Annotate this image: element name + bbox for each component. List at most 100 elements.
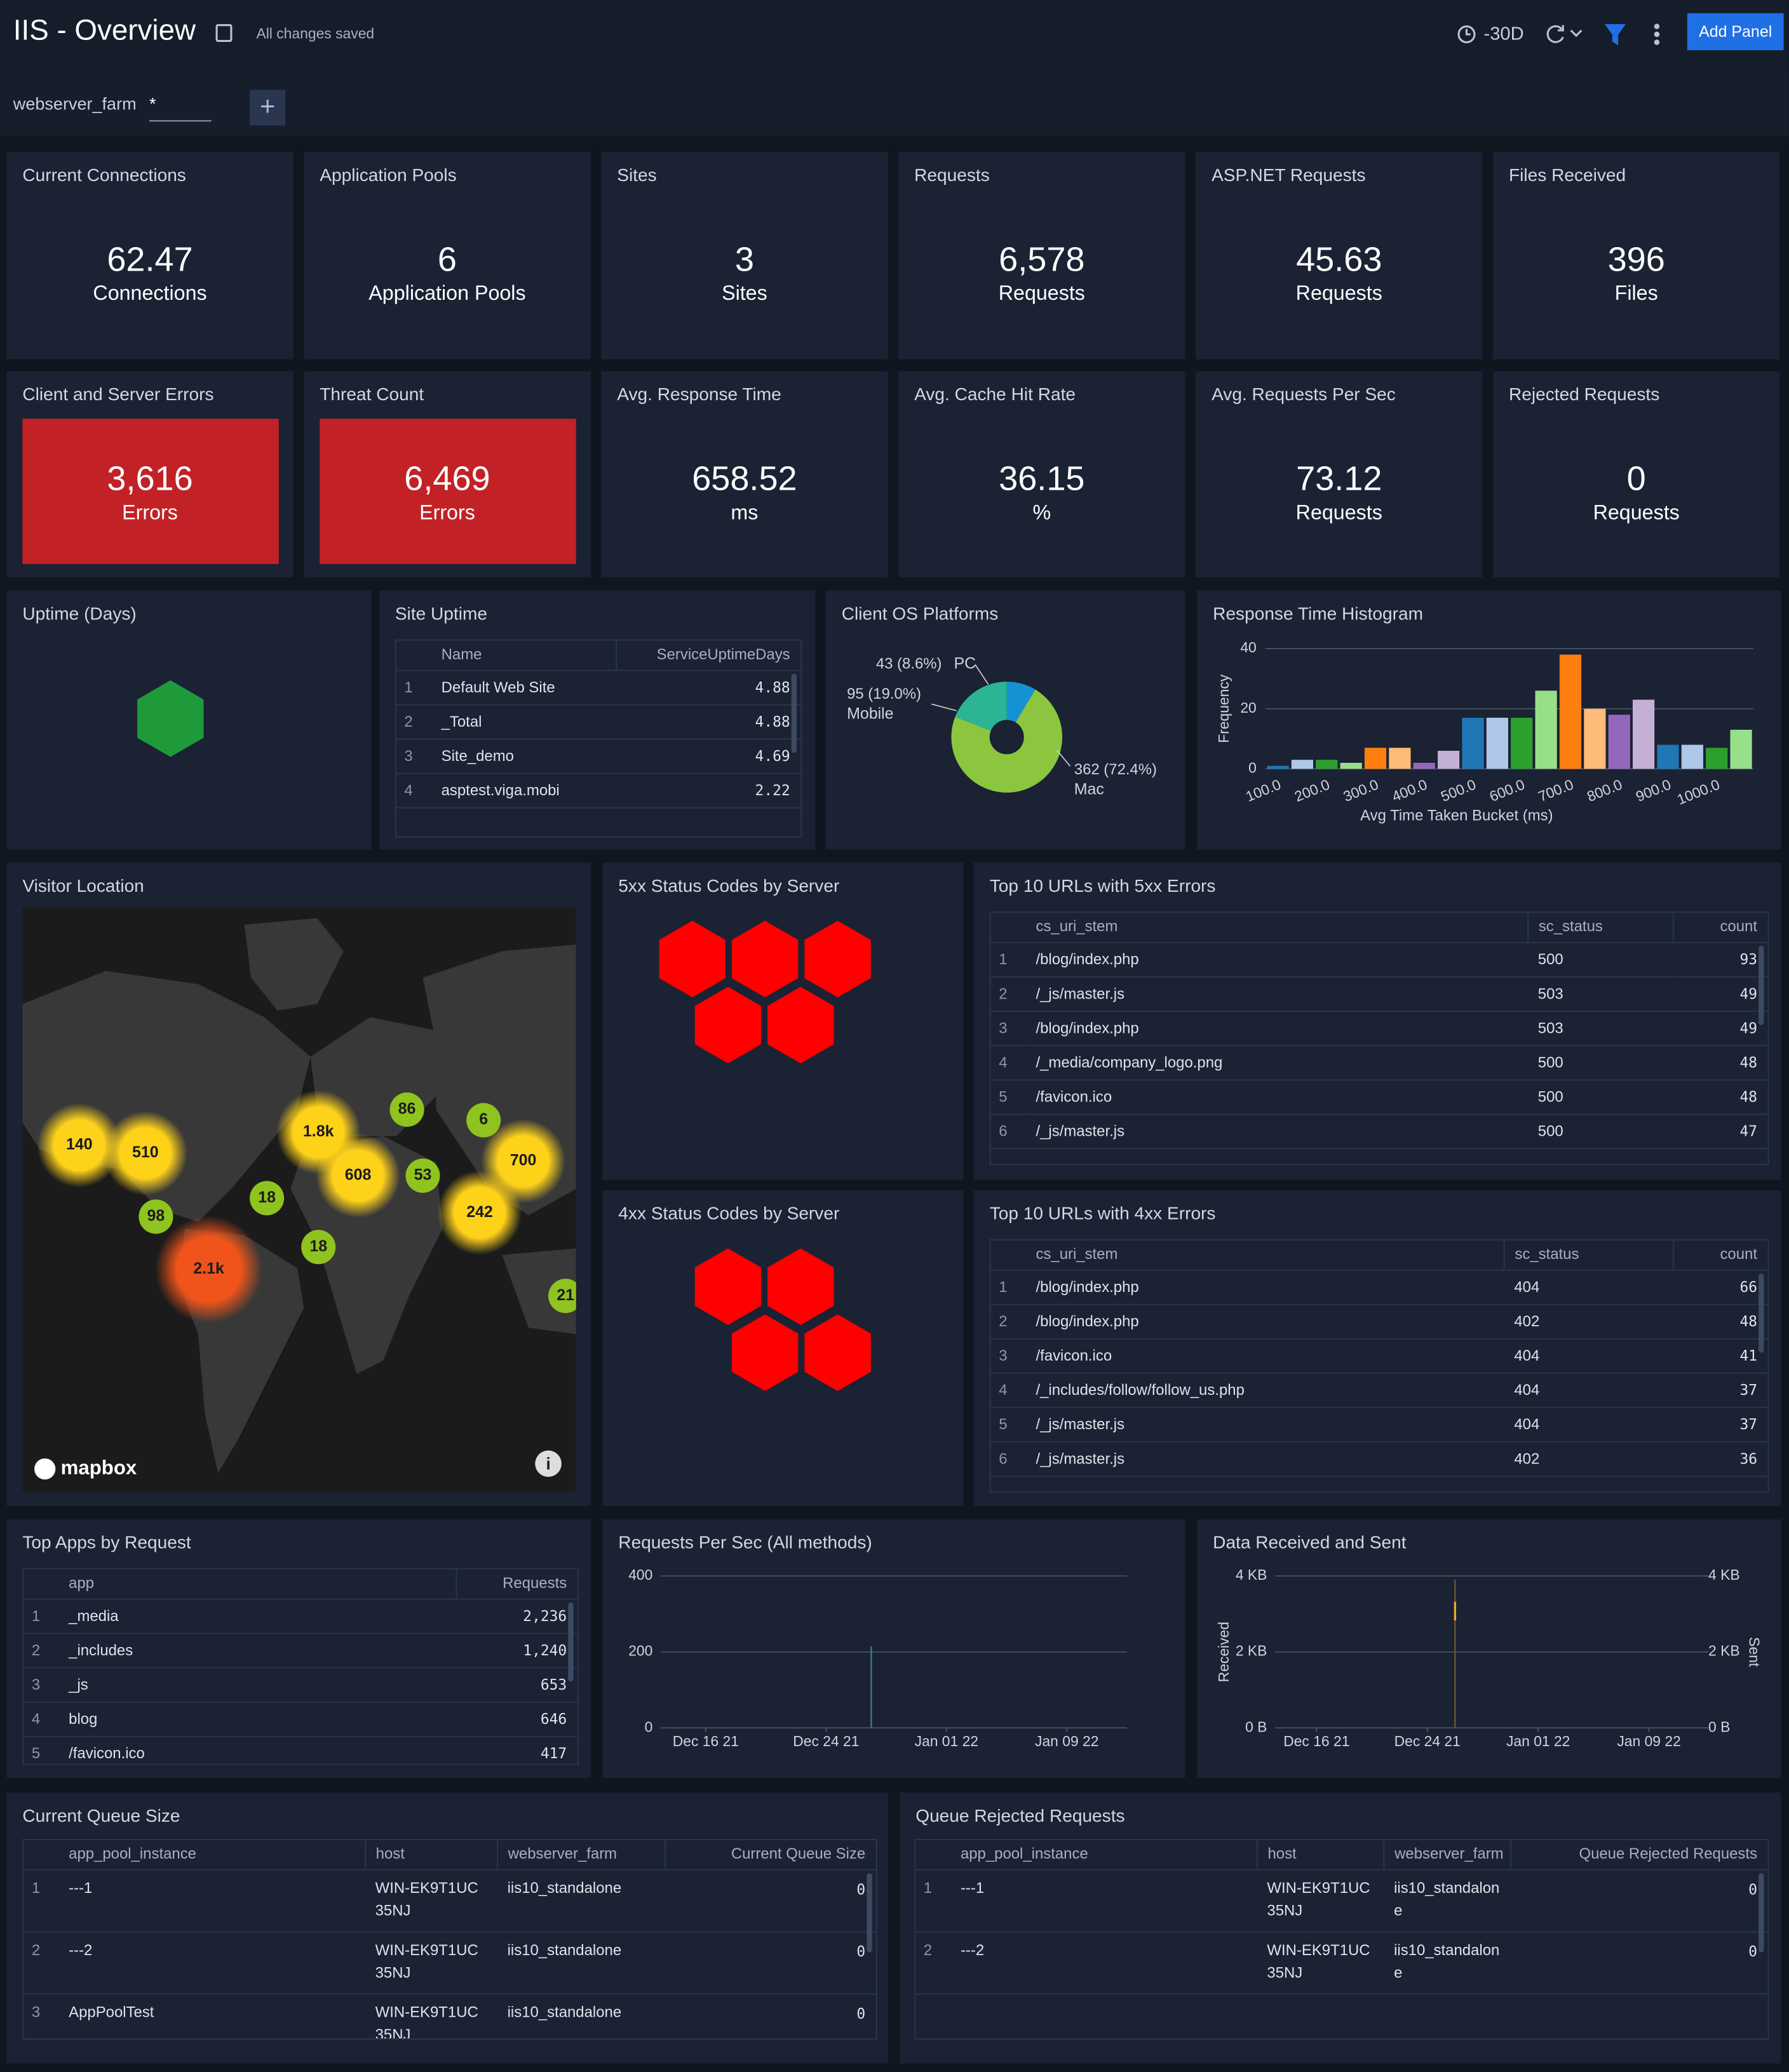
panel: Data Received and Sent	[1197, 1519, 1781, 1779]
table-cell: /blog/index.php	[1025, 942, 1528, 978]
time-range[interactable]: -30D	[1483, 22, 1524, 44]
data-table: app Requests 1 _media 2,236 2 _includes 1,240 3 _…	[24, 1569, 577, 1764]
table-row: 3 _js 653	[24, 1667, 577, 1703]
table-cell: 0	[665, 1932, 876, 1995]
panel-title: Top 10 URLs with 5xx Errors	[989, 875, 1216, 896]
table-cell: 2,236	[456, 1599, 577, 1634]
data-table: cs_uri_stem sc_status count 1/blog/index.ph…	[990, 913, 1768, 1150]
panel-title: Response Time Histogram	[1213, 603, 1423, 624]
panel: Files Received 396 Files	[1493, 152, 1780, 360]
alert-background	[22, 419, 279, 565]
filter-value[interactable]: *	[149, 94, 212, 122]
stat-unit: Errors	[419, 502, 475, 525]
panel-title: Current Queue Size	[22, 1805, 180, 1826]
row-index: 6	[990, 1114, 1025, 1150]
panel-title: Client and Server Errors	[22, 384, 214, 405]
column-header: host	[1255, 1840, 1384, 1871]
table-cell: 48	[1672, 1046, 1768, 1081]
table-row: 3/favicon.ico 404 41	[990, 1338, 1768, 1374]
table: app_pool_instance host webserver_farm Queue…	[914, 1838, 1769, 2040]
panel: 5xx Status Codes by Server	[602, 863, 964, 1180]
column-header: ServiceUptimeDays	[615, 640, 801, 671]
panel: Rejected Requests 0 Requests	[1493, 371, 1780, 577]
table-cell: Default Web Site	[430, 670, 616, 706]
table-row: 4/_media/company_logo.png 500 48	[990, 1046, 1768, 1081]
row-index: 2	[24, 1633, 58, 1669]
column-header: app	[58, 1569, 456, 1600]
column-header: host	[363, 1840, 497, 1871]
stat-unit: Connections	[93, 283, 207, 306]
table-cell: /blog/index.php	[1025, 1011, 1528, 1047]
header-bar	[0, 0, 1789, 73]
header-row: app_pool_instance host webserver_farm Queue…	[915, 1840, 1768, 1871]
row-index: 6	[990, 1441, 1025, 1477]
row-index: 4	[990, 1046, 1025, 1081]
column-header: app_pool_instance	[950, 1840, 1257, 1871]
table-cell: /blog/index.php	[1025, 1270, 1504, 1305]
row-index: 2	[24, 1932, 58, 1995]
panel: Application Pools 6 Application Pools	[304, 152, 591, 360]
table-row: 6/_js/master.js 500 47	[990, 1114, 1768, 1150]
table-cell: ---2	[58, 1932, 365, 1995]
panel: 4xx Status Codes by Server	[602, 1190, 964, 1506]
panel: Requests 6,578 Requests	[898, 152, 1185, 360]
table-cell: 500	[1527, 942, 1673, 978]
add-panel-button[interactable]: Add Panel	[1687, 13, 1784, 51]
column-header: sc_status	[1527, 913, 1673, 943]
panel-title: Threat Count	[320, 384, 424, 405]
table-cell: 503	[1527, 976, 1673, 1012]
table-row: 3 AppPoolTest WIN-EK9T1UC35NJ iis10_standal…	[24, 1994, 876, 2038]
row-index: 4	[990, 1373, 1025, 1408]
table-row: 4/_includes/follow/follow_us.php 404 37	[990, 1373, 1768, 1408]
row-index: 2	[915, 1932, 950, 1995]
row-index: 4	[396, 773, 431, 809]
row-index: 3	[396, 739, 431, 774]
panel: Threat Count 6,469 Errors	[304, 371, 591, 577]
table-cell: _Total	[430, 704, 616, 740]
header-cell	[915, 1840, 950, 1871]
row-index: 4	[24, 1702, 58, 1737]
table-cell: blog	[58, 1702, 456, 1737]
row-index: 2	[396, 704, 431, 740]
panel-title: Data Received and Sent	[1213, 1532, 1407, 1552]
panel: Client and Server Errors 3,616 Errors	[6, 371, 294, 577]
table-row: 1 _media 2,236	[24, 1599, 577, 1634]
table-row: 1/blog/index.php 500 93	[990, 942, 1768, 978]
panel-title: Client OS Platforms	[841, 603, 999, 624]
table-row: 2 _includes 1,240	[24, 1633, 577, 1669]
table-cell: AppPoolTest	[58, 1994, 365, 2038]
stat-value: 36.15	[999, 458, 1085, 499]
table-cell: iis10_standalone	[1383, 1869, 1511, 1933]
table-cell: 47	[1672, 1114, 1768, 1150]
table: app_pool_instance host webserver_farm Curre…	[22, 1838, 877, 2040]
panel-title: Site Uptime	[395, 603, 487, 624]
column-header: cs_uri_stem	[1025, 913, 1528, 943]
table-cell: 0	[665, 1869, 876, 1933]
stat-value: 45.63	[1296, 239, 1382, 279]
save-status: All changes saved	[256, 26, 375, 43]
table-cell: ---1	[58, 1869, 365, 1933]
table-row: 2 _Total 4.88	[396, 704, 801, 740]
stat-value: 62.47	[107, 239, 193, 279]
filter-bar	[0, 72, 1789, 137]
table: cs_uri_stem sc_status count 1/blog/index.ph…	[989, 911, 1769, 1166]
table-cell: iis10_standalone	[496, 1869, 665, 1933]
row-index: 5	[990, 1080, 1025, 1115]
stat-value: 0	[1626, 458, 1646, 499]
column-header: cs_uri_stem	[1025, 1240, 1504, 1271]
table-row: 3 Site_demo 4.69	[396, 739, 801, 774]
table-cell: 404	[1503, 1407, 1673, 1443]
panel-title: Avg. Cache Hit Rate	[914, 384, 1076, 405]
stat-value: 6,578	[999, 239, 1085, 279]
table-cell: 0	[665, 1994, 876, 2038]
table-cell: WIN-EK9T1UC35NJ	[364, 1869, 497, 1933]
table-cell: 402	[1503, 1441, 1673, 1477]
data-table: app_pool_instance host webserver_farm Curre…	[24, 1840, 876, 2038]
table-cell: 2.22	[616, 773, 801, 809]
table-cell: /_includes/follow/follow_us.php	[1025, 1373, 1504, 1408]
table-row: 5/_js/master.js 404 37	[990, 1407, 1768, 1443]
panel: Requests Per Sec (All methods)	[602, 1519, 1185, 1779]
table-cell: _includes	[58, 1633, 456, 1669]
add-filter-button[interactable]: +	[250, 90, 286, 126]
